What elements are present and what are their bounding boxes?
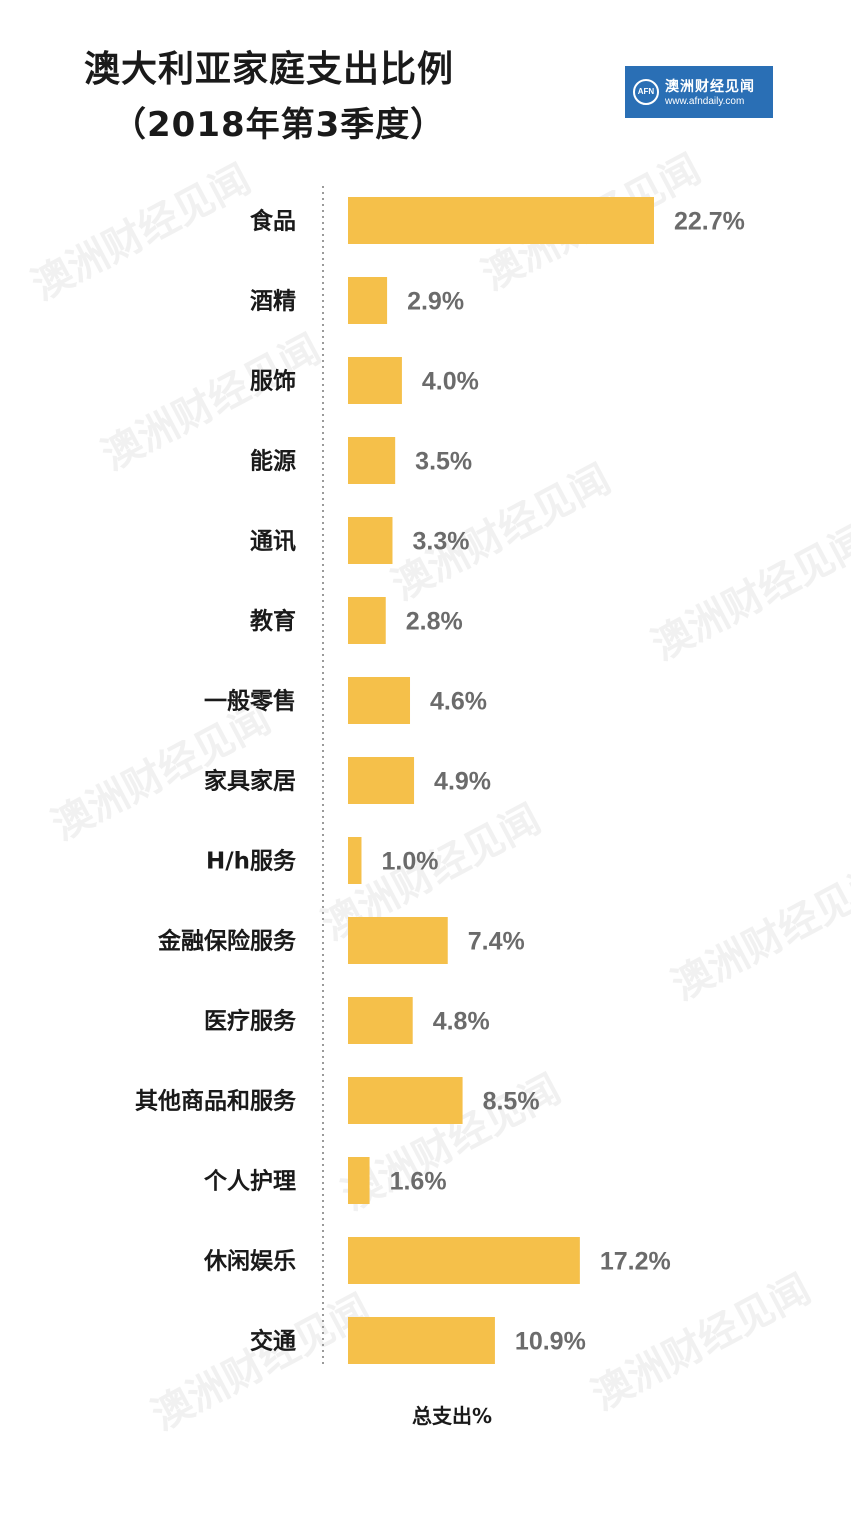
bar bbox=[348, 1077, 463, 1124]
bar bbox=[348, 1317, 495, 1364]
value-label: 4.9% bbox=[434, 768, 491, 796]
category-label: 个人护理 bbox=[204, 1168, 296, 1195]
logo-name: 澳洲财经见闻 bbox=[665, 79, 755, 95]
category-label: 金融保险服务 bbox=[157, 928, 297, 955]
bar bbox=[348, 517, 393, 564]
category-label: H/h服务 bbox=[206, 849, 297, 875]
value-label: 10.9% bbox=[515, 1328, 586, 1356]
category-label: 交通 bbox=[250, 1328, 296, 1355]
x-axis-label: 总支出% bbox=[412, 1404, 493, 1428]
category-label: 能源 bbox=[250, 448, 296, 475]
category-label: 服饰 bbox=[250, 368, 296, 395]
logo-url: www.afndaily.com bbox=[665, 96, 745, 107]
value-label: 17.2% bbox=[600, 1248, 671, 1276]
value-label: 8.5% bbox=[483, 1088, 540, 1116]
bar bbox=[348, 997, 413, 1044]
category-label: 医疗服务 bbox=[204, 1008, 297, 1035]
category-label: 通讯 bbox=[250, 529, 296, 555]
category-label: 酒精 bbox=[250, 289, 296, 315]
value-label: 4.6% bbox=[430, 688, 487, 716]
category-label: 一般零售 bbox=[204, 688, 296, 715]
bar bbox=[348, 1157, 370, 1204]
category-label: 其他商品和服务 bbox=[135, 1088, 297, 1115]
bar bbox=[348, 437, 396, 484]
bar bbox=[348, 597, 386, 644]
value-label: 1.0% bbox=[381, 848, 438, 876]
bar bbox=[348, 757, 415, 804]
value-label: 2.9% bbox=[407, 288, 464, 316]
value-label: 2.8% bbox=[406, 608, 463, 636]
category-label: 家具家居 bbox=[204, 768, 296, 795]
bar bbox=[348, 277, 388, 324]
brand-logo: AFN 澳洲财经见闻 www.afndaily.com bbox=[625, 66, 773, 118]
bar bbox=[348, 197, 654, 244]
value-label: 3.5% bbox=[415, 448, 472, 476]
category-label: 休闲娱乐 bbox=[203, 1249, 296, 1275]
bar bbox=[348, 837, 362, 884]
chart-title: 澳大利亚家庭支出比例 bbox=[84, 49, 455, 90]
afn-logo-icon: AFN bbox=[633, 79, 659, 105]
bar bbox=[348, 677, 411, 724]
bar bbox=[348, 357, 402, 404]
bar bbox=[348, 1237, 580, 1284]
bar bbox=[348, 917, 448, 964]
chart-subtitle: （2018年第3季度） bbox=[112, 105, 446, 145]
value-label: 4.0% bbox=[422, 368, 479, 396]
value-label: 22.7% bbox=[674, 208, 745, 236]
value-label: 7.4% bbox=[468, 928, 525, 956]
value-label: 4.8% bbox=[433, 1008, 490, 1036]
value-label: 1.6% bbox=[390, 1168, 447, 1196]
value-label: 3.3% bbox=[412, 528, 469, 556]
category-label: 教育 bbox=[250, 608, 296, 635]
category-label: 食品 bbox=[250, 208, 296, 235]
